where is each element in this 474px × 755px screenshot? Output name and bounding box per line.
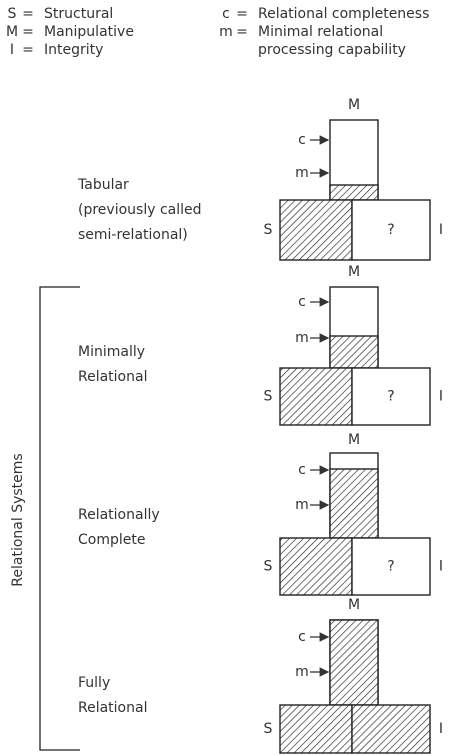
right-label: I <box>439 222 443 238</box>
upper-hatch <box>329 335 379 369</box>
legend-equals: = <box>236 24 248 40</box>
legend-meaning: processing capability <box>258 42 406 58</box>
legend-meaning: Minimal relational <box>258 24 383 40</box>
unknown-mark: ? <box>387 559 394 575</box>
upper-hatch <box>329 184 379 201</box>
lower-right <box>351 199 431 261</box>
lower-left <box>279 704 353 754</box>
lower-right <box>351 367 431 426</box>
m-arrow-label: m <box>295 165 309 181</box>
c-arrow-label: c <box>298 294 306 310</box>
legend-meaning: Manipulative <box>44 24 134 40</box>
level-label: Relationally <box>78 507 160 523</box>
lower-right <box>351 537 431 596</box>
c-arrow-label: c <box>298 629 306 645</box>
m-arrow-label: m <box>295 497 309 513</box>
right-label: I <box>439 389 443 405</box>
legend-symbol: M <box>6 24 18 40</box>
unknown-mark: ? <box>387 389 394 405</box>
lower-right <box>351 704 431 754</box>
legend-equals: = <box>22 6 34 22</box>
upper-hatch <box>329 619 379 706</box>
top-label: M <box>348 597 360 613</box>
top-label: M <box>348 97 360 113</box>
legend-equals: = <box>22 24 34 40</box>
lower-left <box>279 367 353 426</box>
legend-meaning: Relational completeness <box>258 6 429 22</box>
left-label: S <box>264 222 273 238</box>
lower-left <box>279 537 353 596</box>
legend-meaning: Integrity <box>44 42 103 58</box>
bracket-label: Relational Systems <box>10 453 26 586</box>
c-arrow-label: c <box>298 132 306 148</box>
level-label: Fully <box>78 675 110 691</box>
right-label: I <box>439 721 443 737</box>
legend-symbol: S <box>8 6 17 22</box>
c-arrow-label: c <box>298 462 306 478</box>
left-label: S <box>264 559 273 575</box>
legend-symbol: m <box>219 24 233 40</box>
bracket <box>39 286 80 751</box>
level-label: Complete <box>78 532 145 548</box>
level-label: semi-relational) <box>78 227 188 243</box>
upper-hatch <box>329 468 379 539</box>
level-label: (previously called <box>78 202 202 218</box>
legend-equals: = <box>22 42 34 58</box>
level-label: Relational <box>78 369 147 385</box>
legend-meaning: Structural <box>44 6 113 22</box>
m-arrow-label: m <box>295 330 309 346</box>
right-label: I <box>439 559 443 575</box>
legend-symbol: I <box>10 42 14 58</box>
left-label: S <box>264 721 273 737</box>
m-arrow-label: m <box>295 664 309 680</box>
level-label: Minimally <box>78 344 145 360</box>
lower-left <box>279 199 353 261</box>
top-label: M <box>348 432 360 448</box>
left-label: S <box>264 389 273 405</box>
unknown-mark: ? <box>387 222 394 238</box>
level-label: Tabular <box>77 177 129 193</box>
level-label: Relational <box>78 700 147 716</box>
legend-symbol: c <box>222 6 230 22</box>
top-label: M <box>348 264 360 280</box>
legend-equals: = <box>236 6 248 22</box>
